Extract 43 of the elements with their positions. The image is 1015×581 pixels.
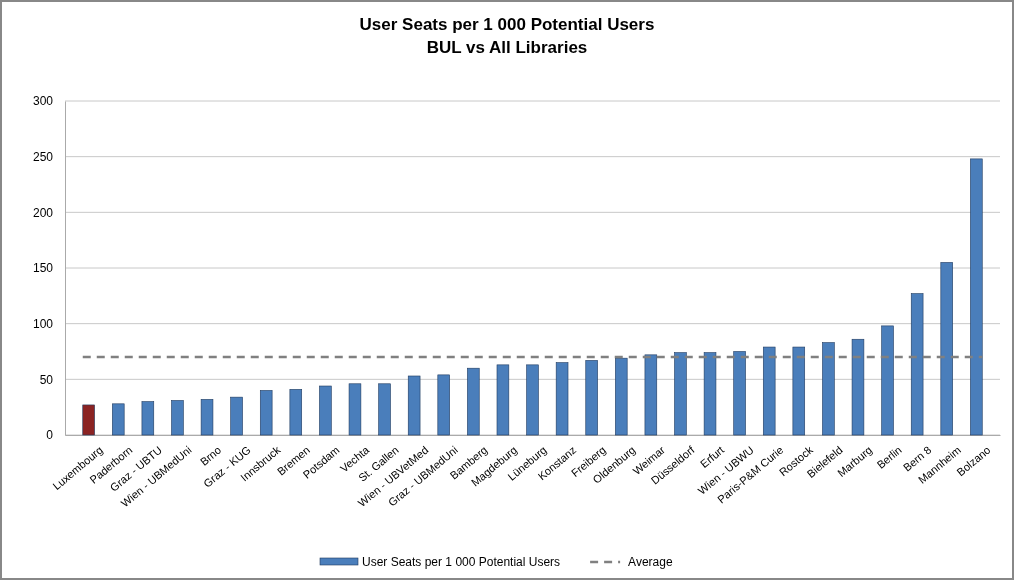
bar bbox=[171, 400, 184, 436]
y-tick-label: 150 bbox=[32, 261, 54, 276]
bar bbox=[289, 389, 303, 436]
legend-label: Average bbox=[628, 555, 673, 569]
bar bbox=[230, 396, 243, 436]
bar bbox=[496, 364, 510, 436]
bar bbox=[467, 367, 480, 436]
x-tick-label: Brno bbox=[197, 443, 224, 468]
bar bbox=[526, 364, 539, 436]
bar bbox=[259, 390, 273, 436]
y-tick-label: 300 bbox=[32, 94, 54, 109]
chart-subtitle: BUL vs All Libraries bbox=[426, 38, 588, 57]
bar bbox=[792, 346, 806, 436]
bar bbox=[822, 342, 835, 436]
bar bbox=[141, 401, 155, 436]
bar bbox=[762, 346, 776, 436]
bar bbox=[407, 375, 421, 436]
bar bbox=[378, 383, 391, 436]
y-tick-label: 0 bbox=[46, 428, 54, 443]
bar bbox=[851, 338, 865, 436]
chart-title: User Seats per 1 000 Potential Users bbox=[359, 15, 655, 34]
bar bbox=[437, 374, 450, 436]
y-tick-label: 100 bbox=[32, 317, 54, 332]
bar bbox=[555, 362, 569, 436]
bar bbox=[674, 352, 687, 436]
bar bbox=[970, 158, 983, 436]
bar bbox=[585, 360, 598, 436]
y-tick-label: 250 bbox=[32, 150, 54, 165]
y-tick-label: 200 bbox=[32, 205, 54, 220]
bar bbox=[615, 357, 628, 436]
bar bbox=[82, 404, 95, 436]
legend-label: User Seats per 1 000 Potential Users bbox=[362, 555, 561, 569]
y-tick-label: 50 bbox=[39, 372, 54, 387]
bar bbox=[348, 383, 362, 436]
bar bbox=[940, 262, 953, 436]
bar bbox=[319, 385, 332, 436]
bar bbox=[910, 293, 924, 436]
bar bbox=[112, 403, 125, 436]
bar bbox=[881, 325, 894, 436]
bar bbox=[644, 354, 658, 436]
bar bbox=[200, 399, 214, 436]
bar bbox=[733, 351, 746, 436]
bar bbox=[703, 352, 717, 436]
